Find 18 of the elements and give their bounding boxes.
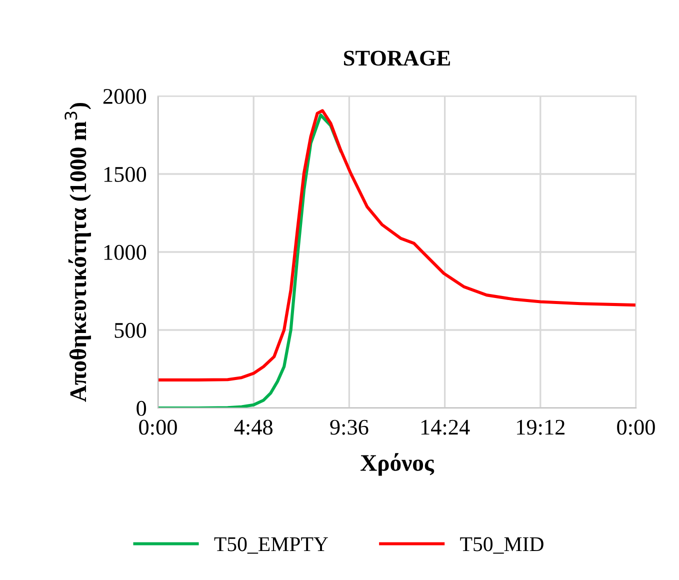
x-tick-label: 0:00: [617, 420, 655, 435]
x-axis-title: Χρόνος: [360, 453, 434, 476]
y-tick-label: 1000: [104, 244, 146, 260]
x-tick-label: 14:24: [421, 420, 470, 435]
chart-title: STORAGE: [344, 50, 450, 66]
y-tick-label: 500: [114, 322, 146, 338]
line-series: [158, 109, 636, 382]
x-tick-label: 0:00: [139, 420, 177, 435]
y-tick-label: 2000: [103, 88, 146, 104]
legend-label: T50_EMPTY: [214, 537, 328, 554]
y-tick-label: 1500: [104, 166, 146, 182]
x-tick-label: 9:36: [330, 420, 368, 435]
legend-label: T50_MID: [460, 537, 544, 554]
x-tick-label: 19:12: [517, 420, 564, 435]
line-series: [158, 114, 342, 408]
y-tick-label: 0: [136, 400, 146, 416]
y-axis-title: Αποθηκευτικότητα (1000 m$^{3}$): [64, 102, 91, 402]
x-tick-label: 4:48: [234, 420, 273, 435]
